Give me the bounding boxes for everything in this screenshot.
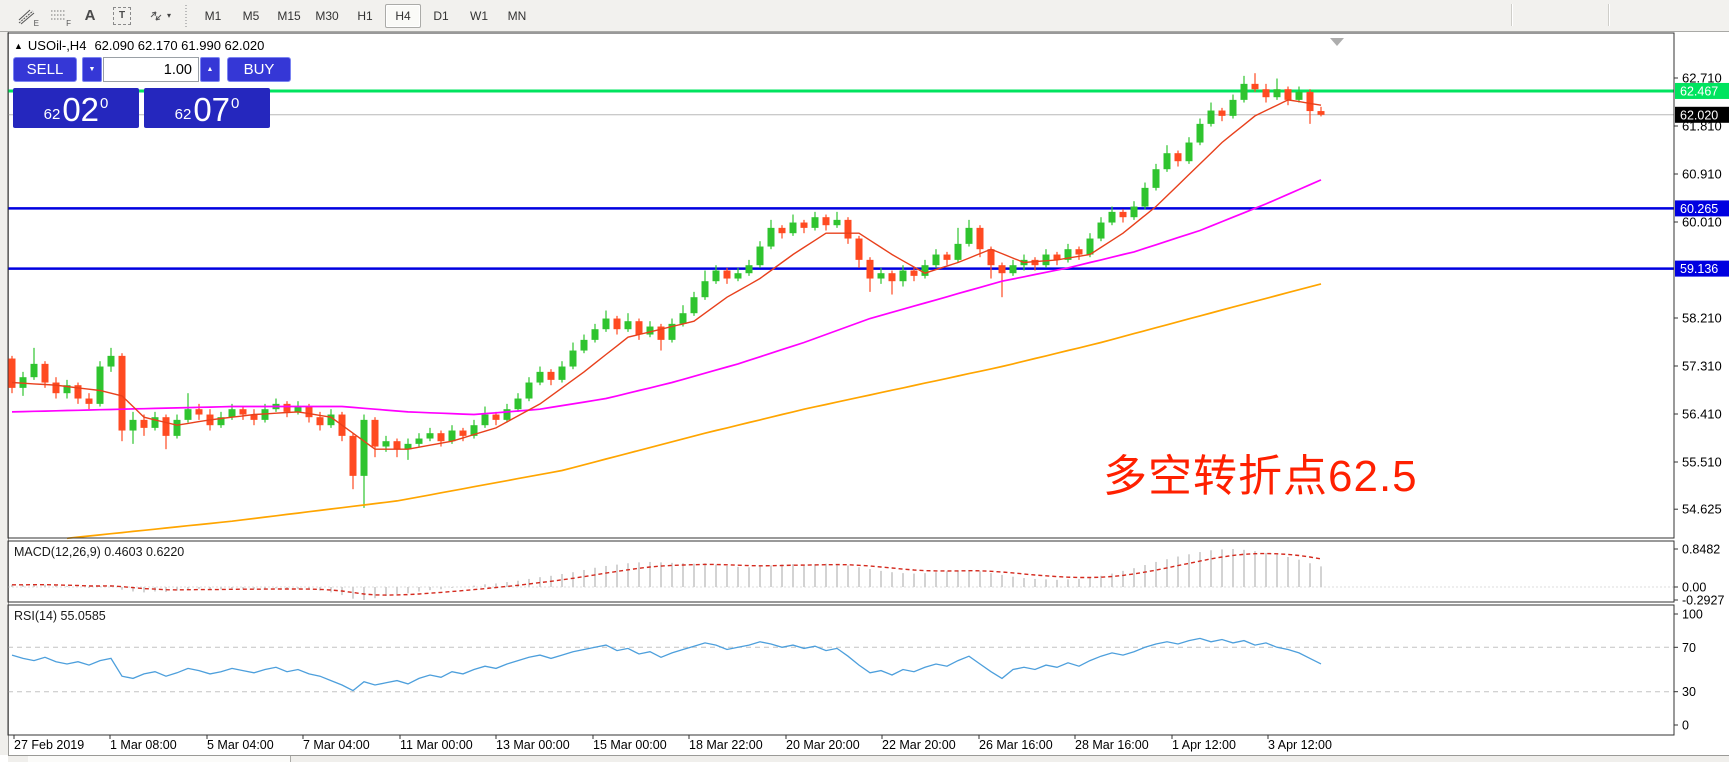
svg-text:15 Mar 00:00: 15 Mar 00:00 (593, 738, 667, 752)
dropdown-caret-icon: ▾ (166, 11, 171, 20)
timeframe-M1[interactable]: M1 (204, 8, 222, 23)
svg-text:28 Mar 16:00: 28 Mar 16:00 (1075, 738, 1149, 752)
spin-down-icon: ▼ (88, 66, 96, 73)
svg-text:1 Mar 08:00: 1 Mar 08:00 (110, 738, 177, 752)
svg-text:5 Mar 04:00: 5 Mar 04:00 (207, 738, 274, 752)
toolbar-separator (1608, 4, 1610, 26)
sell-price-prefix: 62 (43, 106, 61, 123)
svg-text:70: 70 (1682, 641, 1696, 655)
svg-text:27 Feb 2019: 27 Feb 2019 (14, 738, 84, 752)
svg-text:3 Apr 12:00: 3 Apr 12:00 (1268, 738, 1332, 752)
svg-text:0.8482: 0.8482 (1682, 543, 1720, 557)
chart-annotation[interactable]: 多空转折点62.5 (1103, 452, 1418, 501)
equidistant-channel-icon[interactable]: E (11, 4, 41, 28)
svg-text:18 Mar 22:00: 18 Mar 22:00 (689, 738, 763, 752)
timeframe-H1[interactable]: H1 (357, 8, 373, 23)
svg-text:60.910: 60.910 (1682, 166, 1722, 181)
sell-price-sup: 0 (100, 95, 109, 112)
svg-text:55.510: 55.510 (1682, 454, 1722, 469)
fibonacci-retracement-icon[interactable]: F (43, 4, 73, 28)
svg-text:60.265: 60.265 (1680, 202, 1718, 216)
symbol-period-label: USOil-,H4 (27, 38, 87, 53)
text-label-tool-icon[interactable]: T (107, 4, 137, 28)
svg-text:62.710: 62.710 (1682, 71, 1722, 86)
svg-text:13 Mar 00:00: 13 Mar 00:00 (496, 738, 570, 752)
svg-text:100: 100 (1682, 608, 1703, 622)
toolbar-grip[interactable] (185, 4, 189, 27)
sell-price-box[interactable]: 62 02 0 (13, 88, 139, 128)
svg-text:59.136: 59.136 (1680, 262, 1718, 276)
svg-text:22 Mar 20:00: 22 Mar 20:00 (882, 738, 956, 752)
volume-increase-button[interactable]: ▲ (200, 57, 220, 82)
buy-price-big: 07 (193, 91, 231, 128)
svg-text:-0.2927: -0.2927 (1682, 594, 1724, 608)
buy-price-sup: 0 (231, 95, 240, 112)
svg-text:30: 30 (1682, 685, 1696, 699)
timeframe-D1[interactable]: D1 (433, 8, 449, 23)
svg-text:11 Mar 00:00: 11 Mar 00:00 (400, 738, 473, 752)
toolbar-separator (1511, 4, 1513, 26)
timeframe-M15[interactable]: M15 (277, 8, 301, 23)
svg-text:54.625: 54.625 (1682, 502, 1722, 517)
svg-text:56.410: 56.410 (1682, 406, 1722, 421)
svg-text:60.010: 60.010 (1682, 214, 1722, 229)
buy-button[interactable]: BUY (227, 57, 291, 82)
svg-text:20 Mar 20:00: 20 Mar 20:00 (786, 738, 860, 752)
timeframe-M30[interactable]: M30 (315, 8, 339, 23)
buy-price-prefix: 62 (174, 106, 192, 123)
macd-indicator-label: MACD(12,26,9) 0.4603 0.6220 (14, 545, 185, 559)
svg-text:62.467: 62.467 (1680, 84, 1718, 98)
svg-text:0.00: 0.00 (1682, 581, 1706, 595)
main-toolbar: E F A T ▾ M1 M5 M15 M30 H1 H4 D1 W1 MN (0, 0, 1729, 32)
chart-collapse-icon[interactable]: ▲ (14, 41, 23, 51)
timeframe-W1[interactable]: W1 (470, 8, 488, 23)
timeframe-MN[interactable]: MN (507, 8, 527, 23)
sell-price-big: 02 (62, 91, 100, 128)
volume-decrease-button[interactable]: ▼ (82, 57, 102, 82)
arrow-tools-icon[interactable]: ▾ (139, 4, 179, 28)
ohlc-values: 62.090 62.170 61.990 62.020 (94, 38, 265, 53)
rsi-indicator-label: RSI(14) 55.0585 (14, 609, 106, 623)
spin-up-icon: ▲ (206, 66, 214, 73)
sell-button[interactable]: SELL (13, 57, 77, 82)
timeframe-H4[interactable]: H4 (385, 3, 421, 28)
svg-text:26 Mar 16:00: 26 Mar 16:00 (979, 738, 1053, 752)
buy-price-box[interactable]: 62 07 0 (144, 88, 270, 128)
horizontal-scrollbar[interactable] (8, 755, 1729, 762)
text-tool-icon[interactable]: A (84, 7, 96, 24)
svg-text:62.020: 62.020 (1680, 108, 1718, 122)
svg-text:1 Apr 12:00: 1 Apr 12:00 (1172, 738, 1236, 752)
chart-header: ▲ USOil-,H4 62.090 62.170 61.990 62.020 (14, 38, 264, 53)
volume-input[interactable] (103, 57, 199, 82)
timeframe-toolbar: M1 M5 M15 M30 H1 H4 D1 W1 MN (194, 3, 536, 28)
svg-text:7 Mar 04:00: 7 Mar 04:00 (303, 738, 370, 752)
svg-text:58.210: 58.210 (1682, 310, 1722, 325)
timeframe-M5[interactable]: M5 (242, 8, 260, 23)
svg-text:57.310: 57.310 (1682, 358, 1722, 373)
svg-text:0: 0 (1682, 719, 1689, 733)
